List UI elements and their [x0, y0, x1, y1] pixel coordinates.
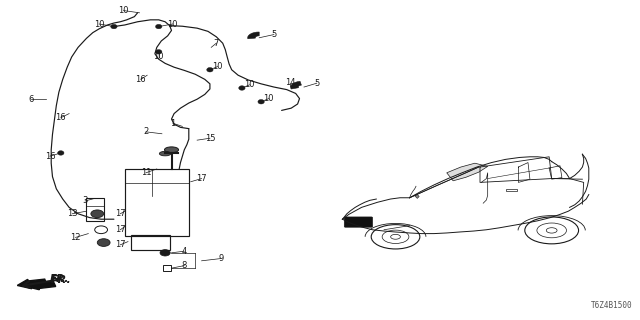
- Text: 10: 10: [244, 80, 255, 89]
- Ellipse shape: [159, 151, 171, 156]
- Text: 10: 10: [154, 52, 164, 61]
- Text: 15: 15: [205, 134, 215, 143]
- Polygon shape: [447, 163, 488, 181]
- Text: 12: 12: [70, 233, 81, 242]
- Text: 10: 10: [118, 6, 129, 15]
- Text: 11: 11: [141, 168, 151, 177]
- Text: 3: 3: [83, 196, 88, 205]
- Ellipse shape: [97, 239, 110, 246]
- Text: 14: 14: [285, 78, 295, 87]
- Wedge shape: [248, 32, 259, 39]
- Text: 16: 16: [45, 152, 55, 161]
- Ellipse shape: [164, 147, 179, 153]
- Text: 8: 8: [182, 261, 187, 270]
- FancyBboxPatch shape: [344, 217, 372, 227]
- Text: 10: 10: [212, 62, 223, 71]
- Bar: [506, 189, 517, 191]
- Text: T6Z4B1500: T6Z4B1500: [591, 301, 632, 310]
- Text: 16: 16: [56, 113, 66, 122]
- Text: 4: 4: [182, 247, 187, 256]
- Text: 10: 10: [168, 20, 178, 28]
- Text: 13: 13: [67, 209, 77, 218]
- Text: 5: 5: [271, 30, 276, 39]
- Bar: [86, 198, 104, 221]
- Text: 17: 17: [115, 240, 125, 249]
- Ellipse shape: [58, 151, 64, 155]
- Text: 17: 17: [196, 174, 207, 183]
- Text: 10: 10: [264, 94, 274, 103]
- Text: 7: 7: [214, 39, 219, 48]
- Polygon shape: [415, 195, 419, 198]
- Ellipse shape: [156, 50, 162, 54]
- Bar: [131, 235, 170, 250]
- FancyArrow shape: [17, 279, 47, 289]
- Ellipse shape: [156, 24, 162, 29]
- Text: 10: 10: [94, 20, 104, 28]
- Ellipse shape: [160, 250, 170, 256]
- Text: 6: 6: [28, 95, 33, 104]
- Ellipse shape: [239, 86, 245, 90]
- Text: 17: 17: [115, 225, 125, 234]
- Ellipse shape: [258, 100, 264, 104]
- Text: 9: 9: [218, 254, 223, 263]
- Text: 5: 5: [314, 79, 319, 88]
- Wedge shape: [291, 81, 301, 89]
- Text: FR.: FR.: [50, 274, 69, 284]
- Text: 1: 1: [170, 119, 175, 128]
- Text: 17: 17: [115, 209, 125, 218]
- Text: 16: 16: [136, 75, 146, 84]
- Bar: [125, 169, 189, 236]
- Text: 2: 2: [143, 127, 148, 136]
- Bar: [163, 265, 171, 271]
- Ellipse shape: [111, 24, 117, 29]
- FancyArrow shape: [28, 281, 56, 290]
- Ellipse shape: [91, 210, 104, 218]
- Text: FR.: FR.: [51, 275, 72, 285]
- Ellipse shape: [207, 68, 213, 72]
